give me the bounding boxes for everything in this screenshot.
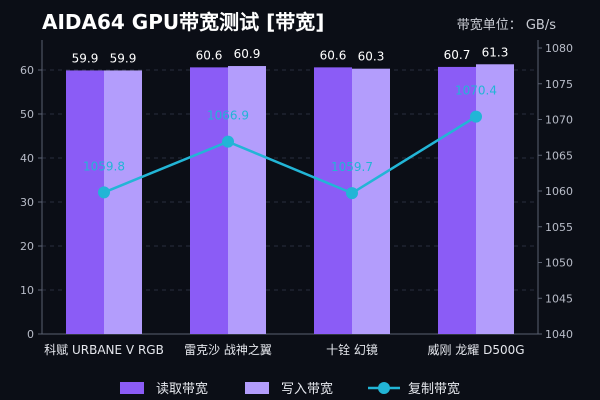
legend-label: 复制带宽 xyxy=(408,381,460,397)
bar-read xyxy=(66,70,104,334)
legend-swatch xyxy=(245,382,269,394)
line-value-label: 1059.7 xyxy=(331,160,373,174)
y-left-tick-label: 0 xyxy=(27,328,34,341)
line-value-label: 1059.8 xyxy=(83,159,125,173)
bar-write xyxy=(228,66,266,334)
bar-value-label: 60.7 xyxy=(444,48,471,62)
y-right-tick-label: 1060 xyxy=(545,185,573,198)
x-tick-label: 科赋 URBANE V RGB xyxy=(44,343,164,357)
legend-label: 读取带宽 xyxy=(156,381,208,397)
line-value-label: 1066.9 xyxy=(207,109,249,123)
bar-read xyxy=(438,66,476,335)
y-right-tick-label: 1070 xyxy=(545,114,573,127)
bar-value-label: 61.3 xyxy=(482,45,509,59)
bar-value-label: 60.9 xyxy=(234,47,261,61)
y-left-tick-label: 20 xyxy=(20,240,34,253)
bar-read xyxy=(190,67,228,335)
y-right-tick-label: 1075 xyxy=(545,78,573,91)
y-left-tick-label: 60 xyxy=(20,64,34,77)
x-tick-label: 雷克沙 战神之翼 xyxy=(184,343,272,357)
line-copy-bandwidth xyxy=(103,115,477,195)
bar-value-label: 60.6 xyxy=(196,48,223,62)
line-point xyxy=(470,110,482,123)
chart-title: AIDA64 GPU带宽测试 [带宽] xyxy=(42,10,325,34)
line-point xyxy=(98,186,110,199)
y-left-tick-label: 10 xyxy=(20,284,34,297)
y-left-tick-label: 50 xyxy=(20,108,34,121)
line-point xyxy=(222,135,234,148)
bar-value-label: 60.3 xyxy=(358,50,385,64)
bar-write xyxy=(104,70,142,334)
bar-value-label: 60.6 xyxy=(320,48,347,62)
bar-write xyxy=(352,68,390,335)
legend-swatch xyxy=(120,382,144,394)
legend-line-marker xyxy=(378,382,390,394)
y-right-tick-label: 1050 xyxy=(545,257,573,270)
x-tick-label: 十铨 幻镜 xyxy=(326,342,378,357)
y-right-tick-label: 1080 xyxy=(545,42,573,55)
y-right-tick-label: 1055 xyxy=(545,221,573,234)
y-left-tick-label: 40 xyxy=(20,152,34,165)
line-point xyxy=(346,187,358,200)
y-right-tick-label: 1040 xyxy=(545,328,573,341)
line-value-label: 1070.4 xyxy=(455,84,497,98)
legend-label: 写入带宽 xyxy=(281,381,333,397)
x-tick-label: 威刚 龙耀 D500G xyxy=(427,343,524,357)
unit-label: 带宽单位： GB/s xyxy=(456,18,556,33)
y-right-tick-label: 1065 xyxy=(545,149,573,162)
bar-value-label: 59.9 xyxy=(72,51,99,65)
bar-write xyxy=(476,64,514,334)
y-left-tick-label: 30 xyxy=(20,196,34,209)
bar-read xyxy=(314,67,352,335)
bar-value-label: 59.9 xyxy=(110,51,137,65)
y-right-tick-label: 1045 xyxy=(545,292,573,305)
